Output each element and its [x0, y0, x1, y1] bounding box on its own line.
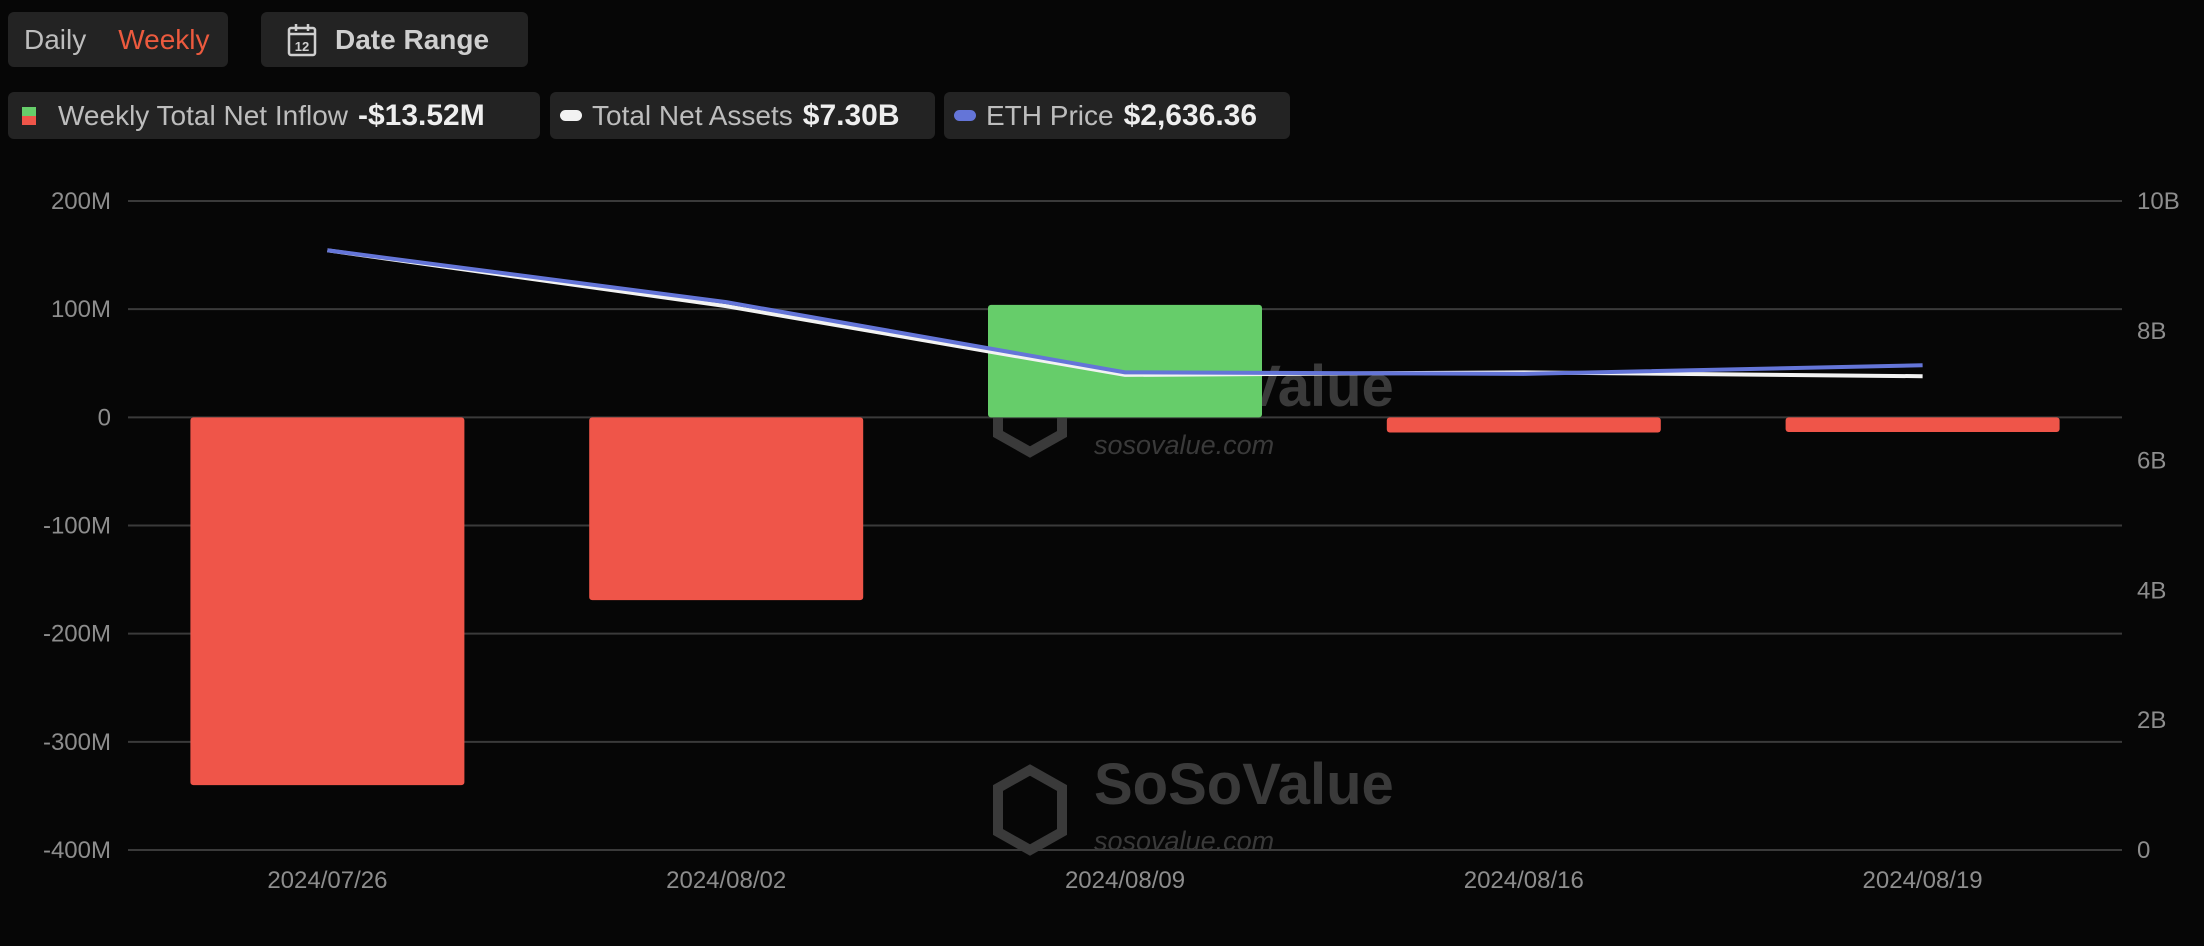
legend-net-inflow[interactable]: Weekly Total Net Inflow -$13.52M [8, 92, 540, 139]
right-tick-label: 6B [2137, 448, 2166, 475]
blue-line-icon [954, 110, 976, 121]
left-tick-label: -300M [43, 729, 111, 756]
line-eth-price[interactable] [327, 248, 1923, 376]
legend-label: Weekly Total Net Inflow [58, 99, 348, 131]
right-tick-label: 8B [2137, 318, 2166, 345]
svg-text:sosovalue.com: sosovalue.com [1094, 826, 1274, 856]
right-tick-label: 4B [2137, 577, 2166, 604]
left-tick-label: -400M [43, 837, 111, 864]
svg-text:SoSoValue: SoSoValue [1094, 752, 1394, 817]
x-tick-label: 2024/08/02 [666, 867, 786, 894]
legend-label: Total Net Assets [592, 99, 793, 131]
x-tick-label: 2024/08/16 [1464, 867, 1584, 894]
bar-net-inflow[interactable] [1386, 417, 1661, 433]
left-tick-label: -100M [43, 513, 111, 540]
legend-value: -$13.52M [357, 98, 485, 132]
x-tick-label: 2024/08/19 [1863, 867, 1983, 894]
legend-eth-price[interactable]: ETH Price $2,636.36 [944, 92, 1290, 139]
x-tick-label: 2024/07/26 [267, 867, 387, 894]
green-red-square-icon [22, 106, 36, 125]
svg-text:12: 12 [295, 39, 309, 54]
daily-option[interactable]: Daily [24, 23, 87, 55]
watermark-bottom: SoSoValue sosovalue.com [993, 752, 1394, 856]
left-tick-label: 100M [51, 296, 111, 323]
bar-net-inflow[interactable] [589, 417, 864, 601]
left-tick-label: -200M [43, 621, 111, 648]
calendar-icon: 12 [287, 23, 317, 56]
white-line-icon [560, 110, 582, 121]
legend-total-net-assets[interactable]: Total Net Assets $7.30B [550, 92, 935, 139]
line-total-net-assets[interactable] [327, 248, 1923, 379]
right-tick-label: 2B [2137, 707, 2166, 734]
svg-text:sosovalue.com: sosovalue.com [1094, 430, 1274, 460]
right-tick-label: 0 [2137, 837, 2150, 864]
bar-net-inflow[interactable] [988, 304, 1262, 418]
interval-toggle: Daily Weekly [8, 12, 228, 67]
x-tick-label: 2024/08/09 [1065, 867, 1185, 894]
legend-value: $7.30B [802, 98, 900, 132]
date-range-label: Date Range [335, 23, 490, 55]
bar-net-inflow[interactable] [1785, 417, 2060, 432]
date-range-button[interactable]: 12 Date Range [261, 12, 528, 67]
left-tick-label: 0 [98, 404, 111, 431]
bar-net-inflow[interactable] [190, 417, 465, 786]
right-tick-label: 10B [2137, 188, 2180, 215]
legend-value: $2,636.36 [1123, 98, 1258, 132]
legend-label: ETH Price [986, 99, 1114, 131]
left-tick-label: 200M [51, 188, 111, 215]
weekly-option[interactable]: Weekly [118, 23, 210, 55]
